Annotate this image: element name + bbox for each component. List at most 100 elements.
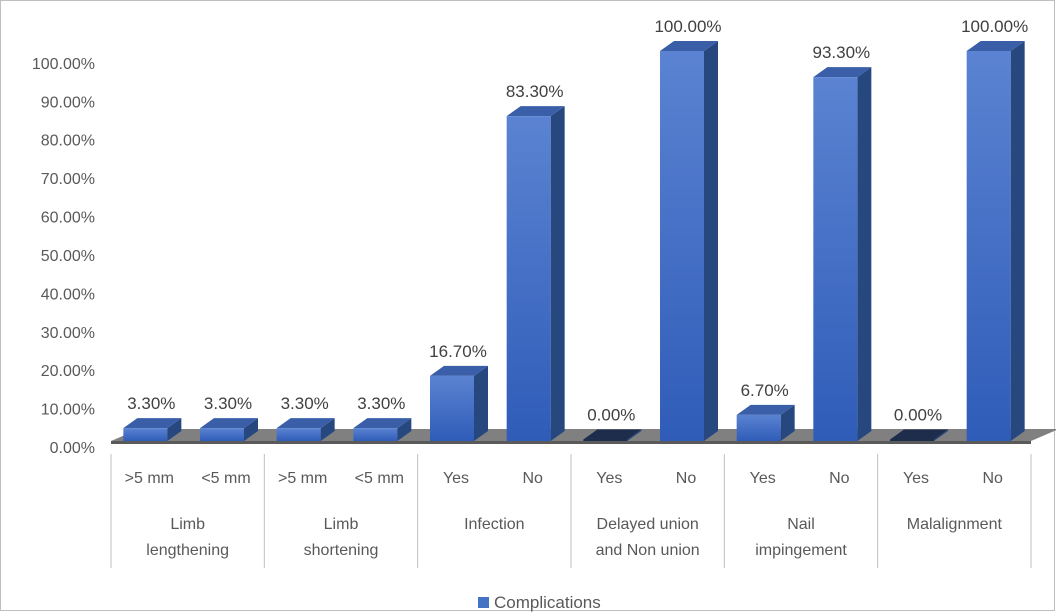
data-label: 0.00% (894, 406, 942, 425)
y-tick-label: 40.00% (41, 286, 95, 303)
bar (276, 418, 335, 441)
x-axis: >5 mm <5 mm Limb lengthening >5 mm <5 mm Limb s… (110, 454, 1032, 568)
x-tick-label: No (982, 470, 1003, 487)
bar-top (123, 418, 182, 429)
bar-side (397, 418, 412, 441)
bar-front (813, 77, 858, 441)
bar-front (430, 375, 474, 441)
bar-top (583, 429, 642, 440)
bar-top (966, 41, 1025, 51)
bar (583, 429, 642, 441)
y-axis: 0.00% 10.00% 20.00% 30.00% 40.00% 50.00% 60.00… (32, 56, 95, 457)
data-label: 3.30% (357, 394, 405, 413)
bar-front (890, 439, 934, 441)
bars-layer (123, 41, 1025, 441)
bar-side (167, 418, 182, 441)
bar-front (583, 439, 628, 441)
bar-side (244, 418, 258, 441)
data-label: 3.30% (281, 394, 329, 413)
data-label: 3.30% (127, 394, 175, 413)
y-tick-label: 60.00% (41, 210, 95, 227)
data-label: 83.30% (506, 82, 564, 101)
x-group-label: Limb (170, 516, 205, 533)
bar-top (736, 404, 795, 415)
bar-front (123, 428, 168, 441)
bar-side (780, 404, 795, 441)
bar-top (276, 418, 335, 429)
x-tick-label: >5 mm (278, 470, 327, 487)
x-group-label: Infection (464, 516, 524, 533)
data-label: 93.30% (812, 43, 870, 62)
x-tick-label: No (522, 470, 543, 487)
x-tick-label: Yes (443, 470, 469, 487)
y-tick-label: 10.00% (41, 402, 95, 419)
bar-top (813, 67, 872, 78)
bar-side (857, 67, 872, 441)
y-tick-label: 0.00% (50, 440, 95, 457)
x-tick-label: Yes (596, 470, 622, 487)
data-label: 16.70% (429, 342, 487, 361)
bar-front (353, 428, 398, 441)
x-group-label: Malalignment (907, 516, 1003, 533)
bar (660, 41, 718, 441)
data-labels-layer: 3.30% 3.30% 3.30% 3.30% 16.70% 83.30% 0.00% 100… (127, 17, 1028, 425)
bar-top (506, 106, 565, 117)
data-label: 100.00% (961, 17, 1028, 36)
x-group-label: Delayed union (597, 516, 699, 533)
y-tick-label: 100.00% (32, 56, 95, 73)
bar-side (934, 429, 948, 441)
bar-top (200, 418, 258, 429)
x-tick-label: Yes (750, 470, 776, 487)
x-tick-label: <5 mm (355, 470, 404, 487)
x-group-label: Limb (324, 516, 359, 533)
x-tick-label: No (829, 470, 850, 487)
bar-side (704, 41, 718, 441)
bar-side (320, 418, 335, 441)
bar-top (353, 418, 412, 429)
x-tick-label: <5 mm (201, 470, 250, 487)
bar-top (660, 41, 718, 51)
bar (506, 106, 565, 441)
bar-top (890, 429, 948, 440)
bar-side (627, 429, 642, 441)
bar-side (550, 106, 565, 441)
legend: Complications (478, 593, 601, 612)
bar (200, 418, 258, 441)
x-tick-label: >5 mm (125, 470, 174, 487)
data-label: 3.30% (204, 394, 252, 413)
y-tick-label: 50.00% (41, 248, 95, 265)
bar-front (200, 428, 244, 441)
y-tick-label: 30.00% (41, 325, 95, 342)
x-group-label: and Non union (596, 542, 700, 559)
bar (890, 429, 948, 441)
data-label: 6.70% (741, 381, 789, 400)
legend-swatch (478, 597, 489, 608)
x-group-label: impingement (755, 542, 847, 559)
data-label: 100.00% (654, 17, 721, 36)
x-tick-label: No (676, 470, 697, 487)
data-label: 0.00% (587, 406, 635, 425)
bar-front (736, 414, 781, 441)
bar-front (660, 51, 704, 441)
bar (353, 418, 412, 441)
bar-front (276, 428, 321, 441)
x-group-label: shortening (304, 542, 379, 559)
bar (813, 67, 872, 441)
bar-front (506, 116, 551, 441)
y-tick-label: 80.00% (41, 133, 95, 150)
bar-side (474, 365, 488, 441)
bar-front (966, 51, 1011, 441)
bar (966, 41, 1025, 441)
bar-side (1010, 41, 1025, 441)
y-tick-label: 90.00% (41, 94, 95, 111)
floor-edge (111, 441, 1031, 444)
y-tick-label: 20.00% (41, 363, 95, 380)
x-group-label: Nail (787, 516, 815, 533)
bar (736, 404, 795, 441)
x-group-label: lengthening (146, 542, 229, 559)
bar-top (430, 365, 488, 376)
y-tick-label: 70.00% (41, 171, 95, 188)
x-tick-label: Yes (903, 470, 929, 487)
